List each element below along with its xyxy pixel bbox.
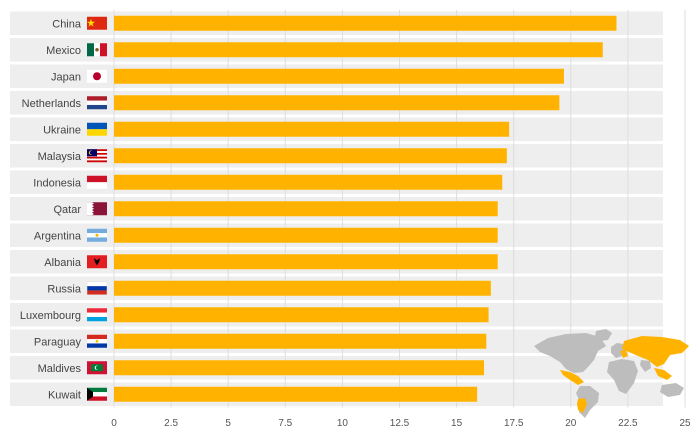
x-tick-label: 17.5 xyxy=(504,418,524,429)
flag-russia-icon xyxy=(86,281,108,295)
bar-malaysia xyxy=(114,148,507,164)
x-tick-label: 5 xyxy=(225,418,231,429)
category-label: Indonesia xyxy=(33,177,82,189)
flag-ukraine-icon xyxy=(87,122,107,136)
x-tick-label: 7.5 xyxy=(278,418,292,429)
world-map-icon xyxy=(534,329,689,418)
flag-argentina-icon xyxy=(87,228,107,242)
x-tick-label: 15 xyxy=(451,418,463,429)
map-mexico xyxy=(560,370,584,385)
bar-kuwait xyxy=(114,386,478,402)
category-labels: China Mexico Japan Netherlands Ukraine Malays… xyxy=(20,18,82,401)
flag-netherlands-icon xyxy=(87,96,107,110)
x-tick-label: 22.5 xyxy=(618,418,638,429)
flag-china-icon xyxy=(87,16,107,30)
flag-maldives-icon xyxy=(87,361,107,375)
x-axis-ticks: 0 2.5 5 7.5 10 12.5 15 17.5 20 22.5 25 xyxy=(111,418,691,429)
category-label: Russia xyxy=(47,283,82,295)
flag-kuwait-icon xyxy=(87,387,107,401)
category-label: China xyxy=(52,18,82,30)
bar-japan xyxy=(114,68,564,84)
flag-japan-icon xyxy=(87,69,107,83)
x-tick-label: 25 xyxy=(679,418,691,429)
bar-mexico xyxy=(114,42,603,58)
category-label: Japan xyxy=(51,71,81,83)
map-southeast-asia xyxy=(654,368,672,380)
flag-luxembourg-icon xyxy=(87,308,107,322)
bar-luxembourg xyxy=(114,307,489,323)
x-tick-label: 10 xyxy=(337,418,349,429)
map-north-america xyxy=(534,333,606,373)
category-label: Kuwait xyxy=(48,389,81,401)
flag-malaysia-icon xyxy=(87,149,107,163)
category-label: Albania xyxy=(44,257,82,269)
category-label: Netherlands xyxy=(22,98,82,110)
bar-china xyxy=(114,15,617,31)
bar-argentina xyxy=(114,227,498,243)
bar-russia xyxy=(114,280,491,296)
category-label: Qatar xyxy=(53,204,81,216)
bars xyxy=(114,15,617,402)
map-europe-highlight xyxy=(620,350,628,358)
x-tick-label: 20 xyxy=(565,418,577,429)
flag-qatar-icon xyxy=(87,202,107,216)
x-tick-label: 2.5 xyxy=(164,418,178,429)
bar-albania xyxy=(114,254,498,270)
bar-ukraine xyxy=(114,121,510,137)
category-label: Mexico xyxy=(46,45,81,57)
category-label: Maldives xyxy=(38,363,82,375)
bar-qatar xyxy=(114,201,498,217)
map-greenland xyxy=(595,329,612,341)
flag-paraguay-icon xyxy=(87,334,107,348)
flag-indonesia-icon xyxy=(87,175,107,189)
category-label: Paraguay xyxy=(34,336,82,348)
map-india xyxy=(640,360,651,372)
bar-netherlands xyxy=(114,95,560,111)
x-tick-label: 12.5 xyxy=(390,418,410,429)
category-label: Ukraine xyxy=(43,124,81,136)
bar-paraguay xyxy=(114,333,487,349)
category-label: Malaysia xyxy=(38,151,82,163)
bar-indonesia xyxy=(114,174,503,190)
map-australia xyxy=(660,383,684,397)
x-tick-label: 0 xyxy=(111,418,117,429)
category-label: Luxembourg xyxy=(20,310,81,322)
flags xyxy=(86,16,108,401)
flag-mexico-icon xyxy=(87,43,107,57)
map-africa xyxy=(607,359,638,394)
bar-maldives xyxy=(114,360,485,376)
map-asia xyxy=(622,336,689,367)
category-label: Argentina xyxy=(34,230,82,242)
flag-albania-icon xyxy=(87,255,107,269)
map-argentina xyxy=(577,398,587,413)
